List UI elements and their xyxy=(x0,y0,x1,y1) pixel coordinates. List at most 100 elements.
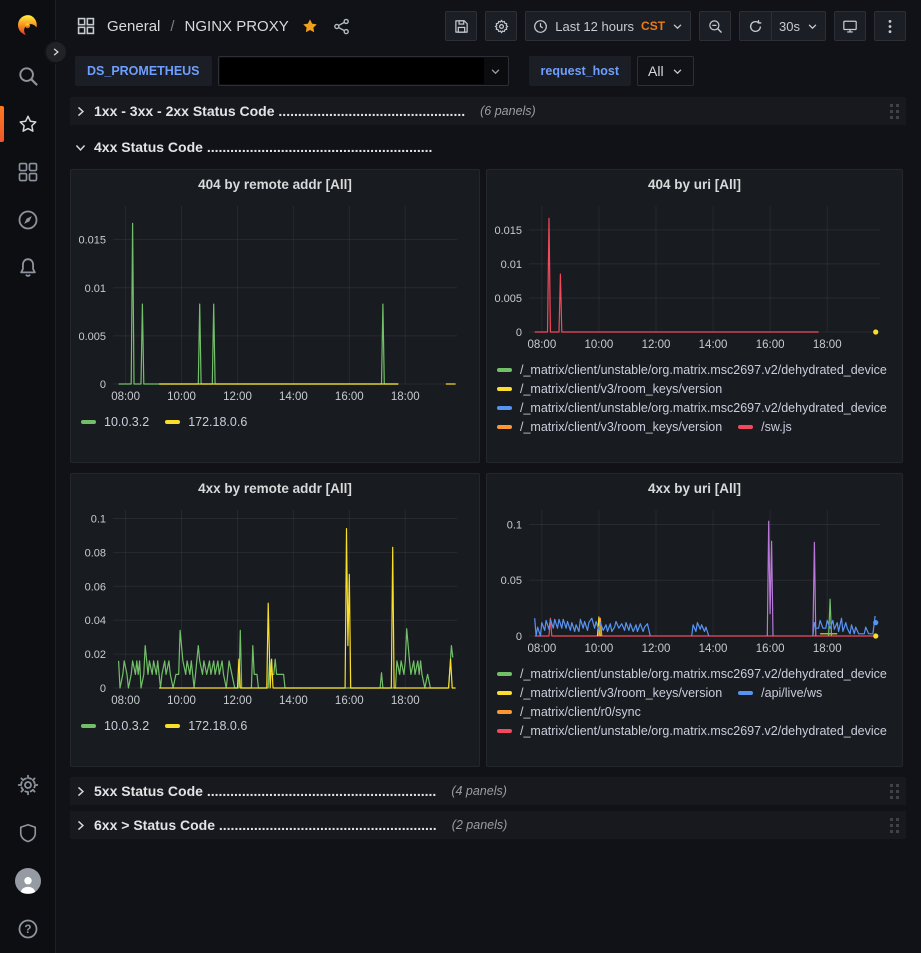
dashboard-grid-icon[interactable] xyxy=(77,17,95,35)
svg-text:0: 0 xyxy=(516,327,522,339)
svg-text:18:00: 18:00 xyxy=(813,339,842,351)
svg-text:08:00: 08:00 xyxy=(527,643,556,655)
legend-swatch xyxy=(497,672,512,676)
share-dashboard-button[interactable] xyxy=(333,18,350,35)
main-area: General / NGINX PROXY xyxy=(56,0,921,953)
legend-item[interactable]: /_matrix/client/unstable/org.matrix.msc2… xyxy=(497,667,887,681)
panel-4xx-by-remote-addr: 4xx by remote addr [All] 08:00 10:00 12:00… xyxy=(70,473,480,767)
svg-text:10:00: 10:00 xyxy=(585,339,614,351)
legend-item[interactable]: /_matrix/client/unstable/org.matrix.msc2… xyxy=(497,363,887,377)
sidebar-item-dashboards[interactable] xyxy=(0,148,55,196)
legend-item[interactable]: /sw.js xyxy=(738,420,792,434)
sidebar-item-help[interactable]: ? xyxy=(0,905,55,953)
kebab-menu-icon xyxy=(888,19,892,33)
request-host-variable-dropdown[interactable]: All xyxy=(637,56,694,86)
sidebar-item-profile[interactable] xyxy=(0,857,55,905)
legend-item[interactable]: 10.0.3.2 xyxy=(81,719,149,733)
legend-label: /_matrix/client/unstable/org.matrix.msc2… xyxy=(520,401,887,415)
grid-icon xyxy=(77,17,95,35)
svg-text:0: 0 xyxy=(516,631,522,643)
dashboard-submenu: DS_PROMETHEUS request_host All xyxy=(56,52,921,92)
legend-label: /api/live/ws xyxy=(761,686,823,700)
timeseries-chart[interactable]: 08:00 10:00 12:00 14:00 16:00 18:00 0 0.005 0.01… xyxy=(71,198,465,406)
timeseries-chart[interactable]: 08:00 10:00 12:00 14:00 16:00 18:00 0 0.02 0.04 0… xyxy=(71,502,465,710)
svg-text:18:00: 18:00 xyxy=(391,391,420,403)
time-range-label: Last 12 hours xyxy=(555,18,635,34)
legend-item[interactable]: /_matrix/client/v3/room_keys/version xyxy=(497,420,722,434)
panel-404-by-uri: 404 by uri [All] 08:00 10:00 12:00 14:00 16:… xyxy=(486,169,903,463)
chevron-down-icon xyxy=(673,23,682,29)
row-panel-count: (2 panels) xyxy=(451,818,508,832)
legend-label: /_matrix/client/v3/room_keys/version xyxy=(520,420,723,434)
person-icon xyxy=(19,876,36,894)
panel-header[interactable]: 4xx by remote addr [All] xyxy=(71,474,479,502)
sidebar-item-search[interactable] xyxy=(0,52,55,100)
help-icon: ? xyxy=(18,919,37,939)
dashboard-settings-button[interactable] xyxy=(485,11,518,41)
time-range-picker[interactable]: Last 12 hours CST xyxy=(525,11,692,41)
row-header-1xx[interactable]: 1xx - 3xx - 2xx Status Code ............… xyxy=(70,97,906,125)
save-dashboard-button[interactable] xyxy=(445,11,478,41)
legend-item[interactable]: 10.0.3.2 xyxy=(81,415,149,429)
tv-mode-button[interactable] xyxy=(834,11,866,41)
datasource-variable-label[interactable]: DS_PROMETHEUS xyxy=(75,56,212,86)
gear-icon xyxy=(17,774,38,796)
svg-text:0.01: 0.01 xyxy=(501,259,522,271)
search-icon xyxy=(18,67,38,86)
dashboards-grid-icon xyxy=(18,162,37,182)
panel-header[interactable]: 404 by uri [All] xyxy=(487,170,902,198)
navbar-actions: Last 12 hours CST xyxy=(445,11,906,41)
timeseries-chart[interactable]: 08:00 10:00 12:00 14:00 16:00 18:00 0 0.005 0.01… xyxy=(487,198,888,354)
svg-text:0.005: 0.005 xyxy=(494,293,522,305)
chevron-down-icon xyxy=(484,66,508,77)
legend-item[interactable]: /_matrix/client/r0/sync xyxy=(497,705,641,719)
request-host-variable-label[interactable]: request_host xyxy=(528,56,632,86)
legend-item[interactable]: /_matrix/client/v3/room_keys/version xyxy=(497,382,722,396)
legend-item[interactable]: /_matrix/client/unstable/org.matrix.msc2… xyxy=(497,724,887,738)
legend-item[interactable]: /_matrix/client/v3/room_keys/version xyxy=(497,686,722,700)
refresh-dashboard-button[interactable] xyxy=(739,11,772,41)
panel-legend: /_matrix/client/unstable/org.matrix.msc2… xyxy=(487,359,902,434)
gear-icon xyxy=(494,19,508,33)
clock-icon xyxy=(534,19,548,33)
zoom-out-time-button[interactable] xyxy=(699,11,732,41)
sidebar-item-starred[interactable] xyxy=(0,100,55,148)
chevron-down-icon xyxy=(673,68,681,74)
legend-item[interactable]: 172.18.0.6 xyxy=(165,719,247,733)
sidebar-item-alerting[interactable] xyxy=(0,244,55,292)
grafana-logo[interactable] xyxy=(0,0,55,52)
row-header-6xx[interactable]: 6xx > Status Code ......................… xyxy=(70,811,906,839)
svg-text:12:00: 12:00 xyxy=(223,695,252,707)
legend-item[interactable]: 172.18.0.6 xyxy=(165,415,247,429)
panel-header[interactable]: 404 by remote addr [All] xyxy=(71,170,479,198)
row-header-5xx[interactable]: 5xx Status Code ........................… xyxy=(70,777,906,805)
legend-item[interactable]: /_matrix/client/unstable/org.matrix.msc2… xyxy=(497,401,887,415)
legend-label: /_matrix/client/r0/sync xyxy=(520,705,641,719)
breadcrumb-section[interactable]: General xyxy=(107,17,161,35)
datasource-variable-dropdown[interactable] xyxy=(217,56,509,86)
svg-text:0.1: 0.1 xyxy=(507,519,522,531)
legend-label: /_matrix/client/unstable/org.matrix.msc2… xyxy=(520,667,887,681)
row-header-4xx[interactable]: 4xx Status Code ........................… xyxy=(70,133,906,161)
svg-text:0: 0 xyxy=(100,683,106,695)
row-drag-handle[interactable] xyxy=(889,817,900,834)
refresh-split-button: 30s xyxy=(739,11,826,41)
legend-item[interactable]: /api/live/ws xyxy=(738,686,822,700)
row-title: 5xx Status Code ........................… xyxy=(94,783,437,799)
breadcrumb-dashboard-title[interactable]: NGINX PROXY xyxy=(184,17,289,35)
favorite-star-button[interactable] xyxy=(301,17,319,35)
svg-text:0.06: 0.06 xyxy=(85,581,106,593)
svg-text:0.05: 0.05 xyxy=(501,575,522,587)
sidebar-item-explore[interactable] xyxy=(0,196,55,244)
row-drag-handle[interactable] xyxy=(889,103,900,120)
more-options-button[interactable] xyxy=(874,11,906,41)
sidebar-item-configuration[interactable] xyxy=(0,761,55,809)
monitor-icon xyxy=(843,20,857,33)
sidebar-item-server-admin[interactable] xyxy=(0,809,55,857)
panel-header[interactable]: 4xx by uri [All] xyxy=(487,474,902,502)
timeseries-chart[interactable]: 08:00 10:00 12:00 14:00 16:00 18:00 0 0.05 0.1 xyxy=(487,502,888,658)
legend-label: 10.0.3.2 xyxy=(104,415,150,429)
refresh-interval-dropdown[interactable]: 30s xyxy=(771,11,826,41)
sidebar-expand-button[interactable] xyxy=(44,40,68,64)
row-drag-handle[interactable] xyxy=(889,783,900,800)
